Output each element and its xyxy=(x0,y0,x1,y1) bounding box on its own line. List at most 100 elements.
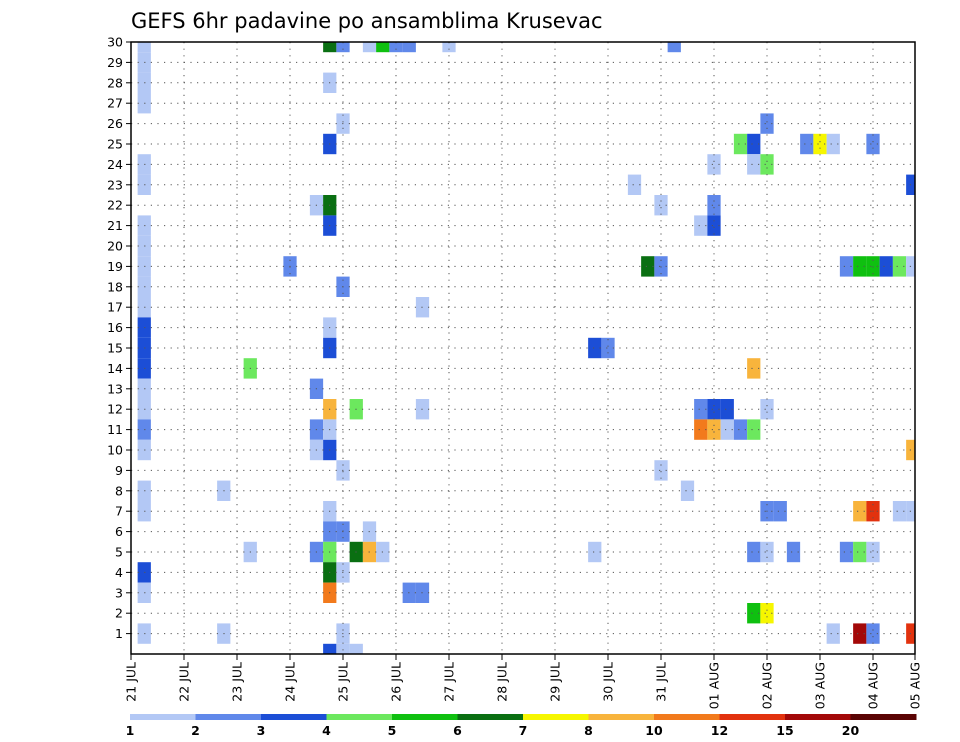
y-tick-label-7: 7 xyxy=(115,504,123,519)
precip-cell-112 xyxy=(839,256,854,277)
colorbar-label-8: 10 xyxy=(645,723,663,738)
colorbar-label-1: 2 xyxy=(191,723,200,738)
y-tick-label-11: 11 xyxy=(107,422,123,437)
y-tick-label-15: 15 xyxy=(107,341,123,356)
x-tick-label-3: 24 JUL xyxy=(283,662,298,702)
colorbar-swatch-11 xyxy=(850,714,917,720)
precip-cell-76 xyxy=(641,256,655,277)
x-tick-label-12: 02 AUG xyxy=(760,662,775,709)
precip-cell-79 xyxy=(654,460,668,481)
precip-cell-113 xyxy=(839,541,854,563)
y-tick-label-19: 19 xyxy=(107,259,123,274)
x-tick-label-8: 29 JUL xyxy=(548,662,563,702)
precip-cell-33 xyxy=(323,42,337,53)
precip-cell-102 xyxy=(760,399,774,420)
colorbar-label-3: 4 xyxy=(322,723,331,738)
precip-cell-94 xyxy=(747,133,761,155)
colorbar-swatch-5 xyxy=(457,714,524,720)
colorbar-swatch-0 xyxy=(130,714,196,720)
x-tick-label-2: 23 JUL xyxy=(230,662,245,702)
x-tick-label-6: 27 JUL xyxy=(442,662,457,702)
x-tick-label-11: 01 AUG xyxy=(707,662,722,709)
precip-cell-108 xyxy=(800,133,814,155)
colorbar-label-5: 6 xyxy=(453,723,462,738)
y-tick-label-6: 6 xyxy=(115,524,123,539)
y-tick-label-26: 26 xyxy=(107,116,123,131)
precip-cell-124 xyxy=(892,256,907,277)
precip-cell-121 xyxy=(866,541,880,563)
y-axis: 1234567891011121314151617181920212223242… xyxy=(107,35,131,641)
precip-cell-80 xyxy=(667,42,681,53)
x-tick-label-15: 05 AUG xyxy=(908,662,923,709)
y-tick-label-30: 30 xyxy=(107,35,123,50)
precip-cell-125 xyxy=(892,501,907,522)
y-tick-label-13: 13 xyxy=(107,381,123,396)
precip-cell-0 xyxy=(137,42,151,53)
precip-cell-56 xyxy=(336,643,350,654)
colorbar-label-2: 3 xyxy=(257,723,266,738)
x-tick-label-13: 03 AUG xyxy=(813,662,828,709)
colorbar-label-4: 5 xyxy=(388,723,397,738)
precip-cell-60 xyxy=(362,42,377,53)
precip-cell-106 xyxy=(773,501,787,522)
precip-cell-92 xyxy=(733,133,748,155)
y-tick-label-9: 9 xyxy=(115,463,123,478)
precip-cell-91 xyxy=(720,419,734,440)
x-tick-label-1: 22 JUL xyxy=(177,662,192,702)
precip-cell-97 xyxy=(747,419,761,440)
y-tick-label-1: 1 xyxy=(115,626,123,641)
y-tick-label-29: 29 xyxy=(107,55,123,70)
precip-cell-84 xyxy=(694,419,708,440)
precip-cells xyxy=(137,42,916,654)
x-tick-label-9: 30 JUL xyxy=(601,662,616,702)
precip-cell-85 xyxy=(707,154,721,175)
precip-cell-104 xyxy=(760,541,774,563)
precip-cell-93 xyxy=(733,419,748,440)
y-tick-label-28: 28 xyxy=(107,75,123,90)
precip-cell-109 xyxy=(813,133,827,155)
precip-cell-122 xyxy=(866,623,880,644)
y-tick-label-4: 4 xyxy=(115,565,123,580)
precip-cell-123 xyxy=(879,256,893,277)
precip-cell-107 xyxy=(786,541,801,563)
colorbar-swatch-6 xyxy=(523,714,589,720)
precip-cell-114 xyxy=(853,256,867,277)
precip-cell-100 xyxy=(760,113,774,134)
y-tick-label-2: 2 xyxy=(115,606,123,621)
precip-cell-90 xyxy=(720,399,734,420)
colorbar-swatch-9 xyxy=(719,714,786,720)
precip-cell-59 xyxy=(349,643,363,654)
y-tick-label-27: 27 xyxy=(107,96,123,111)
x-tick-label-4: 25 JUL xyxy=(336,662,351,702)
colorbar-label-0: 1 xyxy=(126,723,135,738)
precip-cell-116 xyxy=(853,541,867,563)
precip-cell-88 xyxy=(707,399,721,420)
y-tick-label-17: 17 xyxy=(107,300,123,315)
precip-cell-96 xyxy=(747,358,761,379)
x-tick-label-5: 26 JUL xyxy=(389,662,404,702)
precip-cell-74 xyxy=(601,337,615,359)
precip-cell-105 xyxy=(760,603,774,624)
precip-cell-48 xyxy=(323,643,337,654)
precip-cell-111 xyxy=(826,623,840,644)
y-tick-label-24: 24 xyxy=(107,157,123,172)
y-tick-label-18: 18 xyxy=(107,279,123,294)
precip-cell-66 xyxy=(402,42,416,53)
precip-cell-83 xyxy=(694,399,708,420)
y-tick-label-16: 16 xyxy=(107,320,123,335)
x-tick-label-0: 21 JUL xyxy=(124,662,139,702)
x-tick-label-10: 31 JUL xyxy=(654,662,669,702)
colorbar-label-10: 15 xyxy=(776,723,793,738)
y-tick-label-20: 20 xyxy=(107,239,123,254)
y-tick-label-12: 12 xyxy=(107,402,123,417)
precip-cell-82 xyxy=(694,215,708,236)
precip-cell-86 xyxy=(707,195,721,216)
colorbar-swatch-1 xyxy=(195,714,262,720)
colorbar: 1 2 3 4 5 6 7 8 10 12 15 20 xyxy=(126,714,917,738)
precip-cell-95 xyxy=(747,154,761,175)
precip-cell-71 xyxy=(442,42,456,53)
precip-cell-75 xyxy=(627,174,642,195)
precip-cell-87 xyxy=(707,215,721,236)
colorbar-swatch-4 xyxy=(392,714,458,720)
